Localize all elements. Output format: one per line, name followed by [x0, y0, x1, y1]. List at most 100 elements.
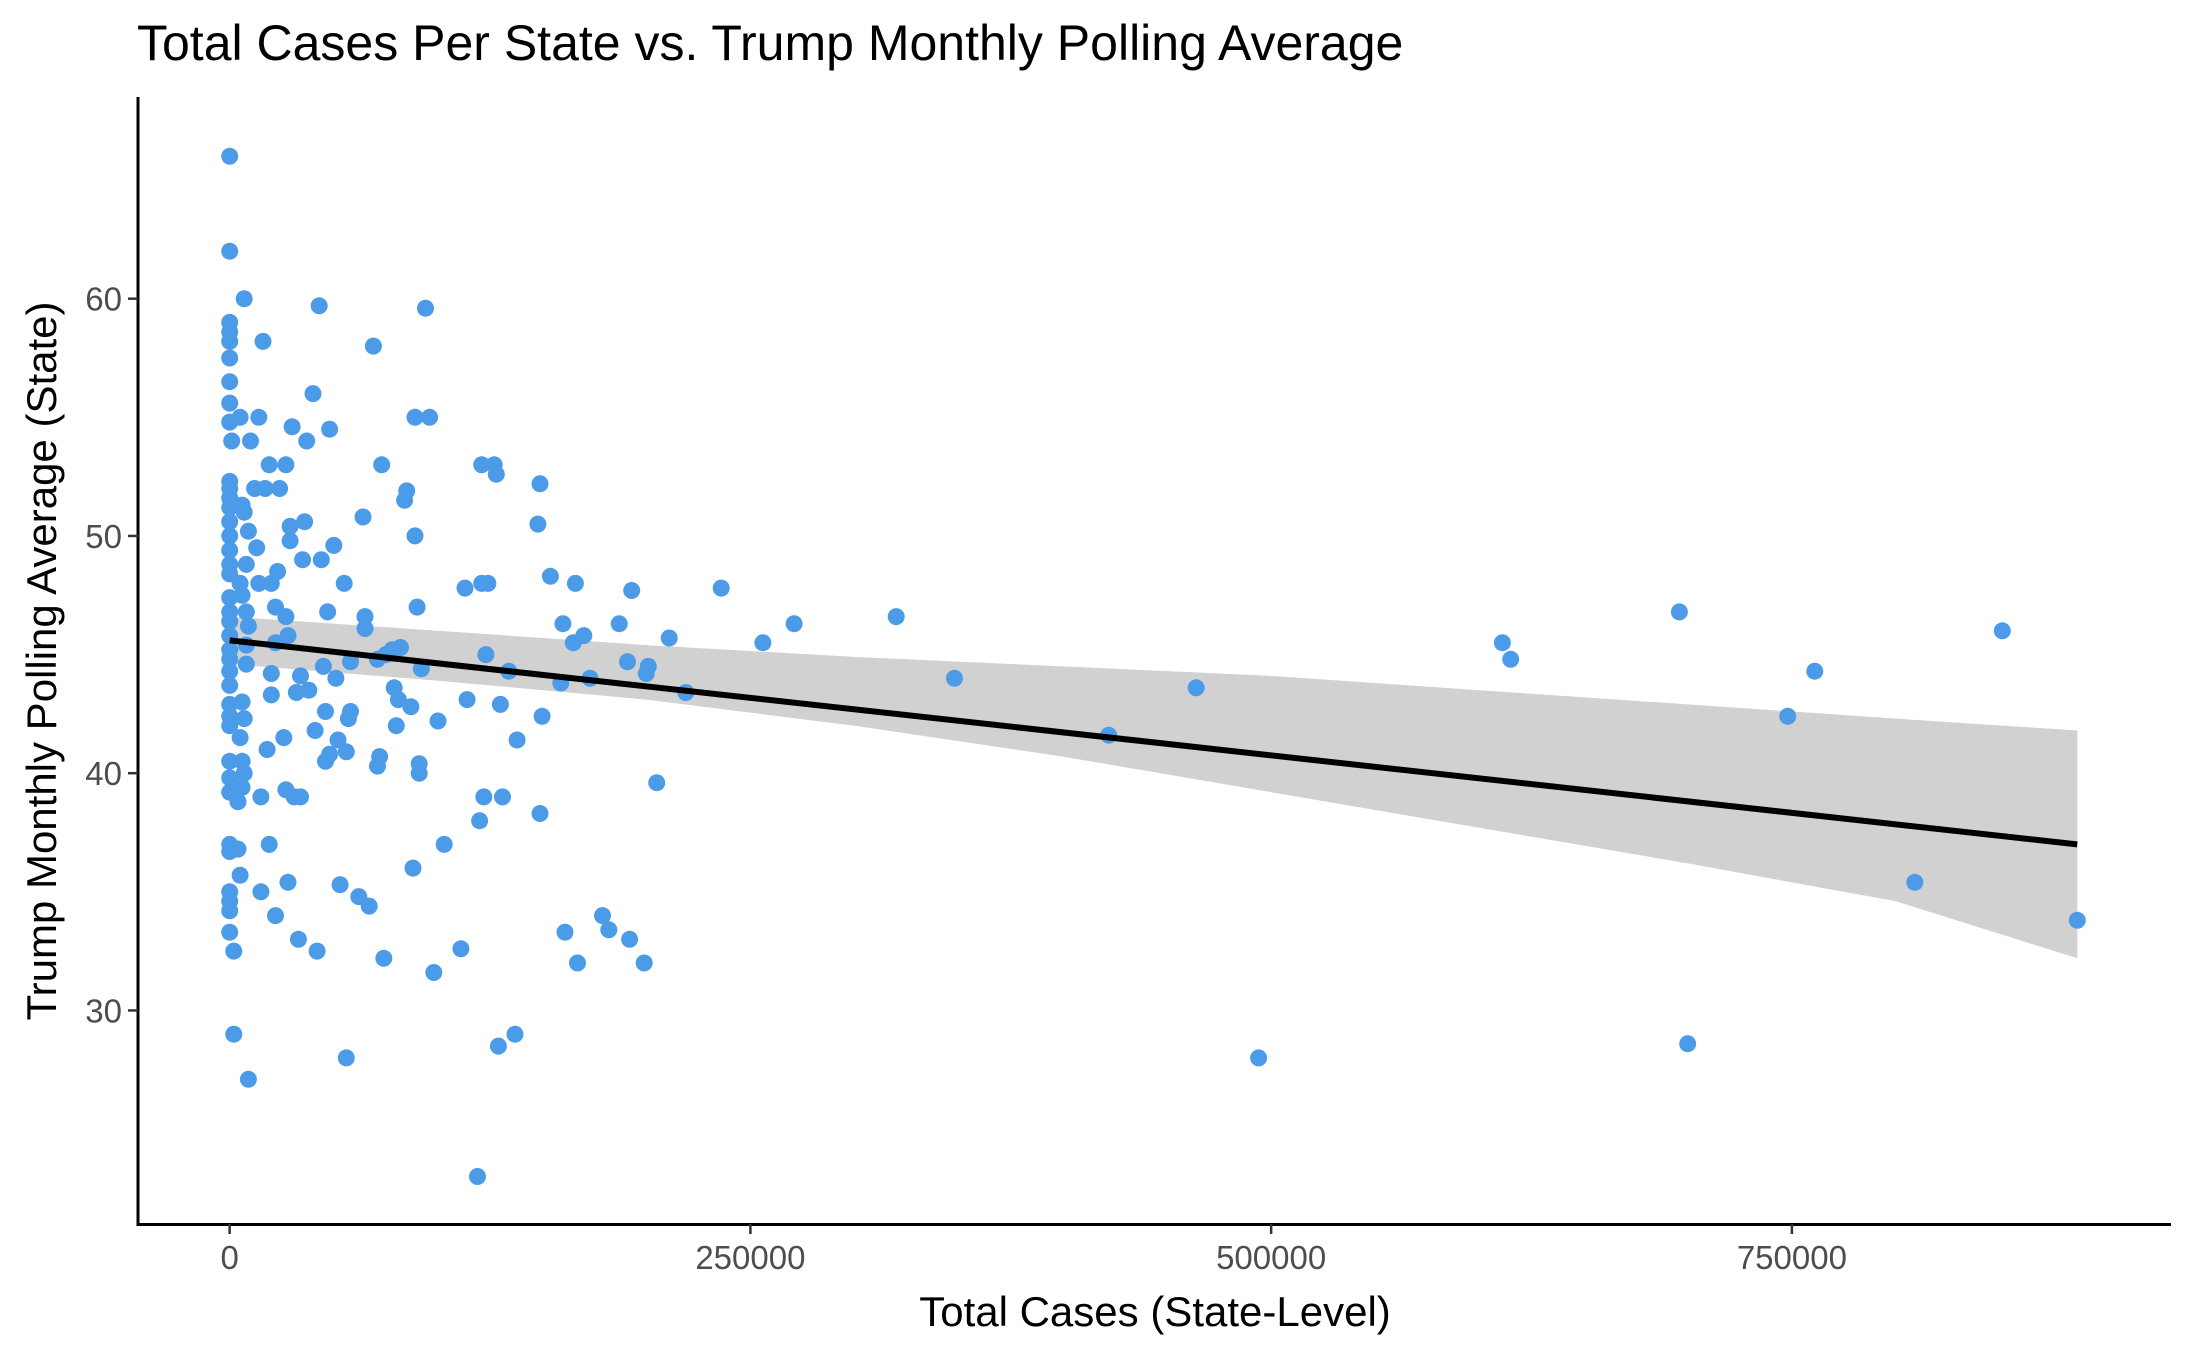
data-point: [231, 729, 249, 747]
data-point: [402, 698, 420, 716]
data-point: [621, 930, 639, 948]
data-point: [566, 574, 584, 592]
data-point: [389, 691, 407, 709]
data-point: [371, 748, 389, 766]
data-point: [239, 617, 257, 635]
data-point: [221, 147, 239, 165]
data-point: [221, 612, 239, 630]
data-point: [408, 598, 426, 616]
data-point: [260, 835, 278, 853]
data-point: [342, 653, 359, 671]
data-point: [356, 608, 374, 626]
data-point: [223, 432, 241, 450]
data-point: [392, 639, 409, 656]
y-axis-ticks: 30 40 50 60: [85, 281, 138, 1029]
data-point: [237, 603, 255, 621]
data-point: [1670, 603, 1688, 621]
data-point: [256, 480, 274, 497]
data-point: [329, 731, 347, 749]
data-point: [406, 527, 424, 545]
data-point: [221, 394, 239, 412]
x-axis-title: Total Cases (State-Level): [919, 1288, 1391, 1335]
data-point: [639, 657, 657, 675]
data-point: [231, 408, 249, 426]
data-point: [594, 907, 611, 925]
data-point: [421, 408, 439, 426]
confidence-band: [229, 616, 2078, 959]
data-point: [375, 949, 393, 967]
data-point: [277, 608, 295, 626]
data-point: [221, 902, 239, 920]
data-point: [491, 695, 509, 713]
data-point: [435, 835, 453, 853]
data-point: [337, 743, 355, 761]
data-point: [221, 349, 239, 367]
data-point: [233, 496, 251, 514]
data-point: [569, 954, 586, 972]
data-point: [387, 717, 405, 735]
data-point: [321, 420, 339, 438]
data-point: [239, 1070, 257, 1088]
data-point: [229, 793, 247, 811]
data-point: [327, 669, 345, 687]
data-point: [531, 805, 549, 822]
data-point: [221, 717, 239, 735]
data-point: [610, 615, 628, 633]
regression-line: [229, 637, 2078, 848]
data-point: [1493, 634, 1511, 652]
data-point: [712, 579, 730, 597]
x-tick-label: 500000: [1216, 1239, 1326, 1276]
data-point: [300, 681, 318, 699]
data-point: [946, 669, 963, 687]
data-point: [235, 290, 253, 308]
data-point: [252, 788, 270, 806]
data-point: [294, 551, 312, 569]
data-point: [221, 650, 239, 668]
data-point: [242, 432, 259, 450]
data-point: [237, 555, 255, 573]
data-point: [250, 574, 268, 592]
chart-title: Total Cases Per State vs. Trump Monthly …: [137, 15, 1403, 71]
data-point: [308, 942, 326, 960]
data-point: [233, 752, 251, 770]
data-point: [292, 788, 309, 806]
data-point: [221, 373, 239, 391]
data-point: [508, 731, 526, 749]
data-point: [292, 667, 309, 685]
data-point: [310, 297, 328, 315]
data-point: [248, 539, 266, 557]
fit-line-layer: [229, 637, 2078, 848]
data-point: [575, 627, 593, 645]
data-point: [541, 567, 559, 585]
data-point: [271, 480, 289, 497]
data-point: [489, 1037, 507, 1055]
data-point: [556, 923, 574, 941]
data-point: [262, 665, 280, 682]
data-point: [275, 729, 293, 747]
data-point: [354, 508, 372, 526]
data-point: [398, 482, 416, 500]
data-point: [321, 745, 339, 763]
data-point: [279, 873, 297, 891]
data-point: [425, 964, 443, 981]
data-point: [635, 954, 653, 972]
data-point: [296, 513, 314, 531]
data-point: [342, 703, 359, 720]
data-point: [2068, 911, 2086, 929]
data-point: [754, 634, 772, 652]
data-point: [279, 627, 297, 645]
data-point: [1250, 1049, 1268, 1067]
data-point: [531, 475, 549, 493]
data-point: [356, 620, 374, 637]
data-point: [1502, 650, 1520, 668]
data-point: [233, 693, 251, 711]
data-point: [221, 752, 239, 770]
data-point: [360, 897, 378, 915]
data-point: [250, 408, 268, 426]
data-point: [660, 629, 678, 647]
data-point: [233, 778, 251, 796]
data-point: [1779, 707, 1797, 725]
data-point: [283, 418, 301, 436]
data-point: [281, 517, 299, 535]
data-point: [1187, 679, 1205, 697]
